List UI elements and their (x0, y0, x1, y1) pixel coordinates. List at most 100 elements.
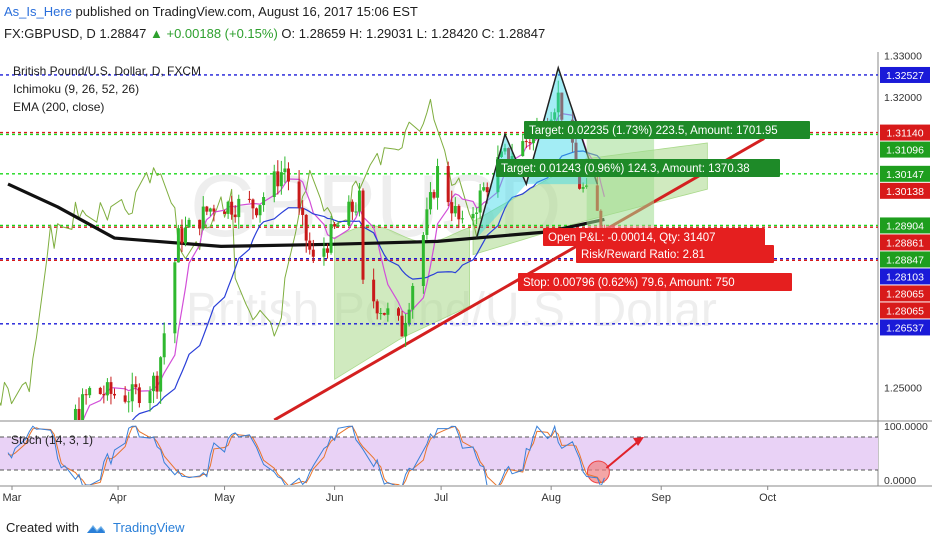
pattern-outline (475, 65, 599, 239)
candle-body (578, 167, 582, 189)
candle-body (350, 201, 354, 212)
candle-body (478, 190, 482, 213)
target-label-box[interactable] (524, 121, 810, 139)
candle-body (432, 192, 436, 198)
x-tick-label: Oct (759, 492, 776, 504)
price-label: 1.28065 (886, 305, 924, 317)
stoch-label: Stoch (14, 3, 1) (11, 433, 93, 447)
x-tick-label: Jul (434, 492, 448, 504)
candle-body (357, 190, 361, 212)
price-label-box (880, 165, 930, 182)
candle-body (397, 308, 400, 316)
candle-body (581, 187, 585, 189)
price-label: 1.28103 (886, 271, 924, 283)
price-change: ▲ +0.00188 (+0.15%) (150, 26, 278, 41)
candle-body (247, 198, 251, 200)
publish-line: As_Is_Here published on TradingView.com,… (4, 4, 418, 19)
tradingview-logo-icon (86, 524, 105, 533)
price-label-box (880, 234, 930, 251)
candles (63, 80, 606, 433)
candle-body (198, 219, 202, 229)
candle-body (460, 218, 464, 220)
stoch-band (0, 437, 878, 470)
stop-label-box[interactable] (518, 273, 792, 291)
candle-body (411, 285, 415, 310)
kijun-line (131, 150, 605, 420)
candle-body (510, 156, 514, 162)
x-tick-label: May (214, 492, 235, 504)
y-tick-label: 1.32000 (884, 92, 922, 104)
candle-body (262, 197, 266, 206)
candle-body (507, 148, 511, 162)
candle-body (81, 394, 85, 420)
symbol-name: FX:GBPUSD, D (4, 26, 96, 41)
price-label: 1.31096 (886, 145, 924, 157)
candle-body (201, 206, 205, 229)
price-label: 1.28847 (886, 254, 924, 266)
candle-body (421, 234, 425, 286)
candle-body (272, 171, 276, 198)
candle-body (279, 172, 283, 187)
candle-body (127, 401, 131, 403)
candle-body (503, 148, 507, 152)
candle-body (113, 393, 116, 396)
tradingview-brand[interactable]: TradingView (112, 520, 185, 535)
candle-body (148, 391, 152, 404)
target-label: Target: 0.02235 (1.73%) 223.5, Amount: 1… (529, 125, 778, 137)
candle-body (524, 141, 528, 143)
price-label-box (880, 251, 930, 268)
price-label-box (880, 285, 930, 302)
x-tick-label: Aug (541, 492, 561, 504)
footer: Created with TradingView (6, 520, 185, 535)
ohlc-values: O: 1.28659 H: 1.29031 L: 1.28420 C: 1.28… (281, 26, 546, 41)
legend-title: British Pound/U.S. Dollar, D, FXCM (13, 64, 201, 78)
axes: 1.32527 1.31140 1.31096 1.30147 1.30138 1.289… (3, 50, 930, 504)
candle-body (251, 199, 255, 209)
candle-body (574, 142, 578, 168)
candle-body (155, 375, 159, 392)
candle-body (205, 206, 209, 212)
candle-body (425, 209, 429, 235)
x-tick-label: Mar (3, 492, 22, 504)
candle-body (301, 208, 305, 215)
candle-body (560, 92, 564, 120)
rr-label: Risk/Reward Ratio: 2.81 (581, 249, 705, 261)
price-label-box (880, 66, 930, 83)
rr-label-box[interactable] (576, 245, 774, 263)
candle-body (63, 428, 66, 433)
x-tick-label: Apr (109, 492, 126, 504)
stoch-lower-label: 0.0000 (884, 475, 916, 487)
candle-body (184, 227, 187, 244)
candle-body (258, 205, 262, 216)
candle-body (485, 187, 489, 193)
target2-label-box[interactable] (496, 159, 780, 177)
open-pl-label-box[interactable] (543, 228, 765, 246)
candle-body (475, 212, 479, 214)
ema-200-line (7, 182, 605, 248)
candle-body (286, 168, 290, 182)
published-text: published on TradingView.com, August 16,… (75, 4, 418, 19)
open-pl-label: Open P&L: -0.00014, Qty: 31407 (548, 232, 716, 244)
price-label-box (880, 217, 930, 234)
candle-body (152, 375, 156, 392)
candle-body (230, 201, 234, 215)
candle-body (173, 262, 177, 334)
candle-body (226, 201, 230, 214)
candle-body (471, 213, 475, 219)
candle-body (73, 408, 77, 420)
candle-body (329, 224, 333, 253)
candle-body (297, 181, 301, 209)
candle-body (482, 187, 486, 191)
y-tick-label: 1.25000 (884, 383, 922, 395)
candle-body (436, 166, 440, 198)
candle-body (187, 219, 191, 228)
candle-body (386, 308, 390, 315)
author-link[interactable]: As_Is_Here (4, 4, 72, 19)
price-label: 1.32527 (886, 70, 924, 82)
candle-body (123, 395, 127, 402)
candle-body (379, 313, 383, 315)
stoch-arrow-line (605, 439, 641, 469)
price-label: 1.28861 (886, 237, 924, 249)
legend-ichimoku: Ichimoku (9, 26, 52, 26) (13, 82, 139, 96)
